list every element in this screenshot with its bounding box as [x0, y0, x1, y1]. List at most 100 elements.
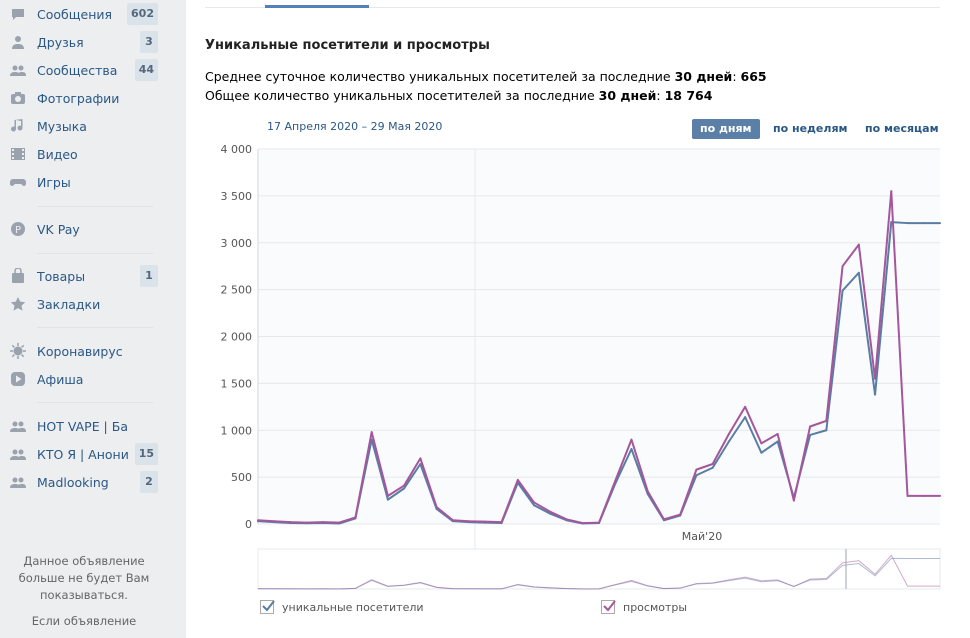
series-1-point[interactable]: [890, 190, 893, 193]
series-0-point[interactable]: [874, 393, 877, 396]
series-1-point[interactable]: [841, 265, 844, 268]
sidebar-item-0[interactable]: Сообщения 602: [0, 0, 160, 28]
legend-views[interactable]: просмотры: [601, 600, 687, 614]
series-1-point[interactable]: [581, 522, 584, 525]
date-range-link[interactable]: 17 Апреля 2020 – 29 Мая 2020: [267, 120, 443, 133]
series-1-point[interactable]: [744, 405, 747, 408]
series-0-point[interactable]: [922, 222, 925, 225]
series-1-point[interactable]: [386, 494, 389, 497]
series-0-point[interactable]: [695, 474, 698, 477]
series-1-point[interactable]: [695, 468, 698, 471]
sidebar-item-2[interactable]: Сообщества 44: [0, 56, 160, 84]
series-0-point[interactable]: [630, 448, 633, 450]
series-1-point[interactable]: [516, 478, 519, 481]
series-1-point[interactable]: [549, 510, 552, 513]
sidebar-item-14[interactable]: Madlooking 2: [0, 468, 160, 496]
series-1-point[interactable]: [776, 433, 779, 435]
virus-icon: [10, 343, 26, 359]
sidebar-item-1[interactable]: Друзья 3: [0, 28, 160, 56]
series-1-point[interactable]: [679, 513, 682, 516]
series-1-point[interactable]: [370, 431, 373, 434]
series-1-point[interactable]: [419, 457, 422, 460]
series-1-point[interactable]: [598, 521, 600, 524]
series-0-point[interactable]: [711, 466, 714, 469]
series-1-point[interactable]: [662, 518, 665, 521]
series-1-point[interactable]: [354, 516, 357, 519]
navigator-area[interactable]: [257, 548, 941, 590]
sidebar-item-3[interactable]: Фотографии: [0, 84, 160, 112]
series-0-point[interactable]: [744, 416, 747, 419]
legend-views-checkbox[interactable]: [601, 600, 616, 614]
series-0-point[interactable]: [857, 271, 860, 274]
series-0-point[interactable]: [386, 498, 389, 501]
series-0-point[interactable]: [841, 289, 844, 292]
series-1-point[interactable]: [273, 520, 276, 523]
series-0-point[interactable]: [760, 451, 763, 454]
sidebar-item-11[interactable]: Афиша: [0, 365, 160, 393]
series-1-point[interactable]: [305, 521, 308, 524]
series-1-point[interactable]: [646, 490, 649, 493]
series-1-point[interactable]: [565, 518, 568, 521]
series-1-point[interactable]: [257, 519, 259, 522]
series-1-point[interactable]: [630, 438, 633, 441]
series-1-point[interactable]: [614, 479, 617, 482]
series-0-point[interactable]: [727, 440, 730, 443]
series-0-point[interactable]: [825, 429, 828, 432]
period-days-button[interactable]: по дням: [692, 119, 760, 139]
series-1-point[interactable]: [500, 521, 503, 524]
series-1-point[interactable]: [939, 494, 941, 497]
tab-active-indicator[interactable]: [265, 5, 369, 8]
y-tick-label: 0: [245, 518, 252, 531]
series-1-point[interactable]: [792, 499, 795, 502]
series-1-point[interactable]: [321, 521, 324, 524]
series-1-point[interactable]: [289, 521, 292, 524]
period-months-button[interactable]: по месяцам: [865, 122, 939, 135]
legend-unique-checkbox[interactable]: [260, 600, 275, 614]
series-1-point[interactable]: [484, 520, 487, 523]
sidebar-item-label: Коронавирус: [37, 343, 123, 359]
series-0-point[interactable]: [939, 222, 941, 225]
sidebar-item-7[interactable]: P VK Pay: [0, 215, 160, 243]
sidebar-item-9[interactable]: Закладки: [0, 290, 160, 318]
series-1-point[interactable]: [809, 425, 812, 428]
legend-unique[interactable]: уникальные посетители: [260, 600, 424, 614]
series-1-point[interactable]: [451, 519, 454, 522]
y-tick-label: 2 500: [221, 284, 253, 297]
series-0-point[interactable]: [403, 487, 406, 490]
users-icon: [10, 418, 26, 434]
sidebar-item-12[interactable]: HOT VAPE | Бара...: [0, 412, 160, 440]
series-0-point[interactable]: [549, 512, 552, 515]
chat-bubble-icon: [10, 6, 26, 22]
sidebar-item-label: Друзья: [37, 34, 84, 50]
sidebar-item-13[interactable]: КТО Я | Анони... 15: [0, 440, 160, 468]
sidebar-item-label: Афиша: [37, 371, 84, 387]
series-0-point[interactable]: [419, 463, 422, 465]
series-1-point[interactable]: [338, 521, 341, 524]
series-1-point[interactable]: [874, 377, 877, 380]
series-1-point[interactable]: [922, 494, 925, 497]
period-weeks-button[interactable]: по неделям: [773, 122, 848, 135]
sidebar-item-8[interactable]: Товары 1: [0, 262, 160, 290]
series-1-point[interactable]: [711, 463, 714, 465]
series-0-point[interactable]: [906, 222, 909, 225]
series-1-point[interactable]: [906, 494, 909, 497]
sidebar-item-label: Madlooking: [37, 474, 109, 490]
series-0-point[interactable]: [890, 221, 893, 224]
series-1-point[interactable]: [468, 520, 471, 523]
sidebar-item-5[interactable]: Видео: [0, 140, 160, 168]
series-0-point[interactable]: [776, 440, 779, 443]
series-1-point[interactable]: [825, 419, 828, 422]
sidebar-item-10[interactable]: Коронавирус: [0, 337, 160, 365]
sidebar-item-4[interactable]: Музыка: [0, 112, 160, 140]
sidebar-item-6[interactable]: Игры: [0, 168, 160, 196]
series-1-point[interactable]: [435, 506, 438, 509]
visitors-chart[interactable]: 4 000 3 500 3 000 2 500 2 000 1 500 1 000 500 0 М…: [186, 140, 970, 595]
series-1-point[interactable]: [727, 433, 730, 435]
series-0-point[interactable]: [809, 433, 812, 436]
series-1-point[interactable]: [760, 442, 763, 445]
series-1-point[interactable]: [533, 501, 536, 504]
series-1-point[interactable]: [403, 484, 406, 487]
series-1-point[interactable]: [857, 243, 860, 246]
series-0-point[interactable]: [533, 504, 536, 507]
y-tick-label: 2 000: [221, 331, 253, 344]
